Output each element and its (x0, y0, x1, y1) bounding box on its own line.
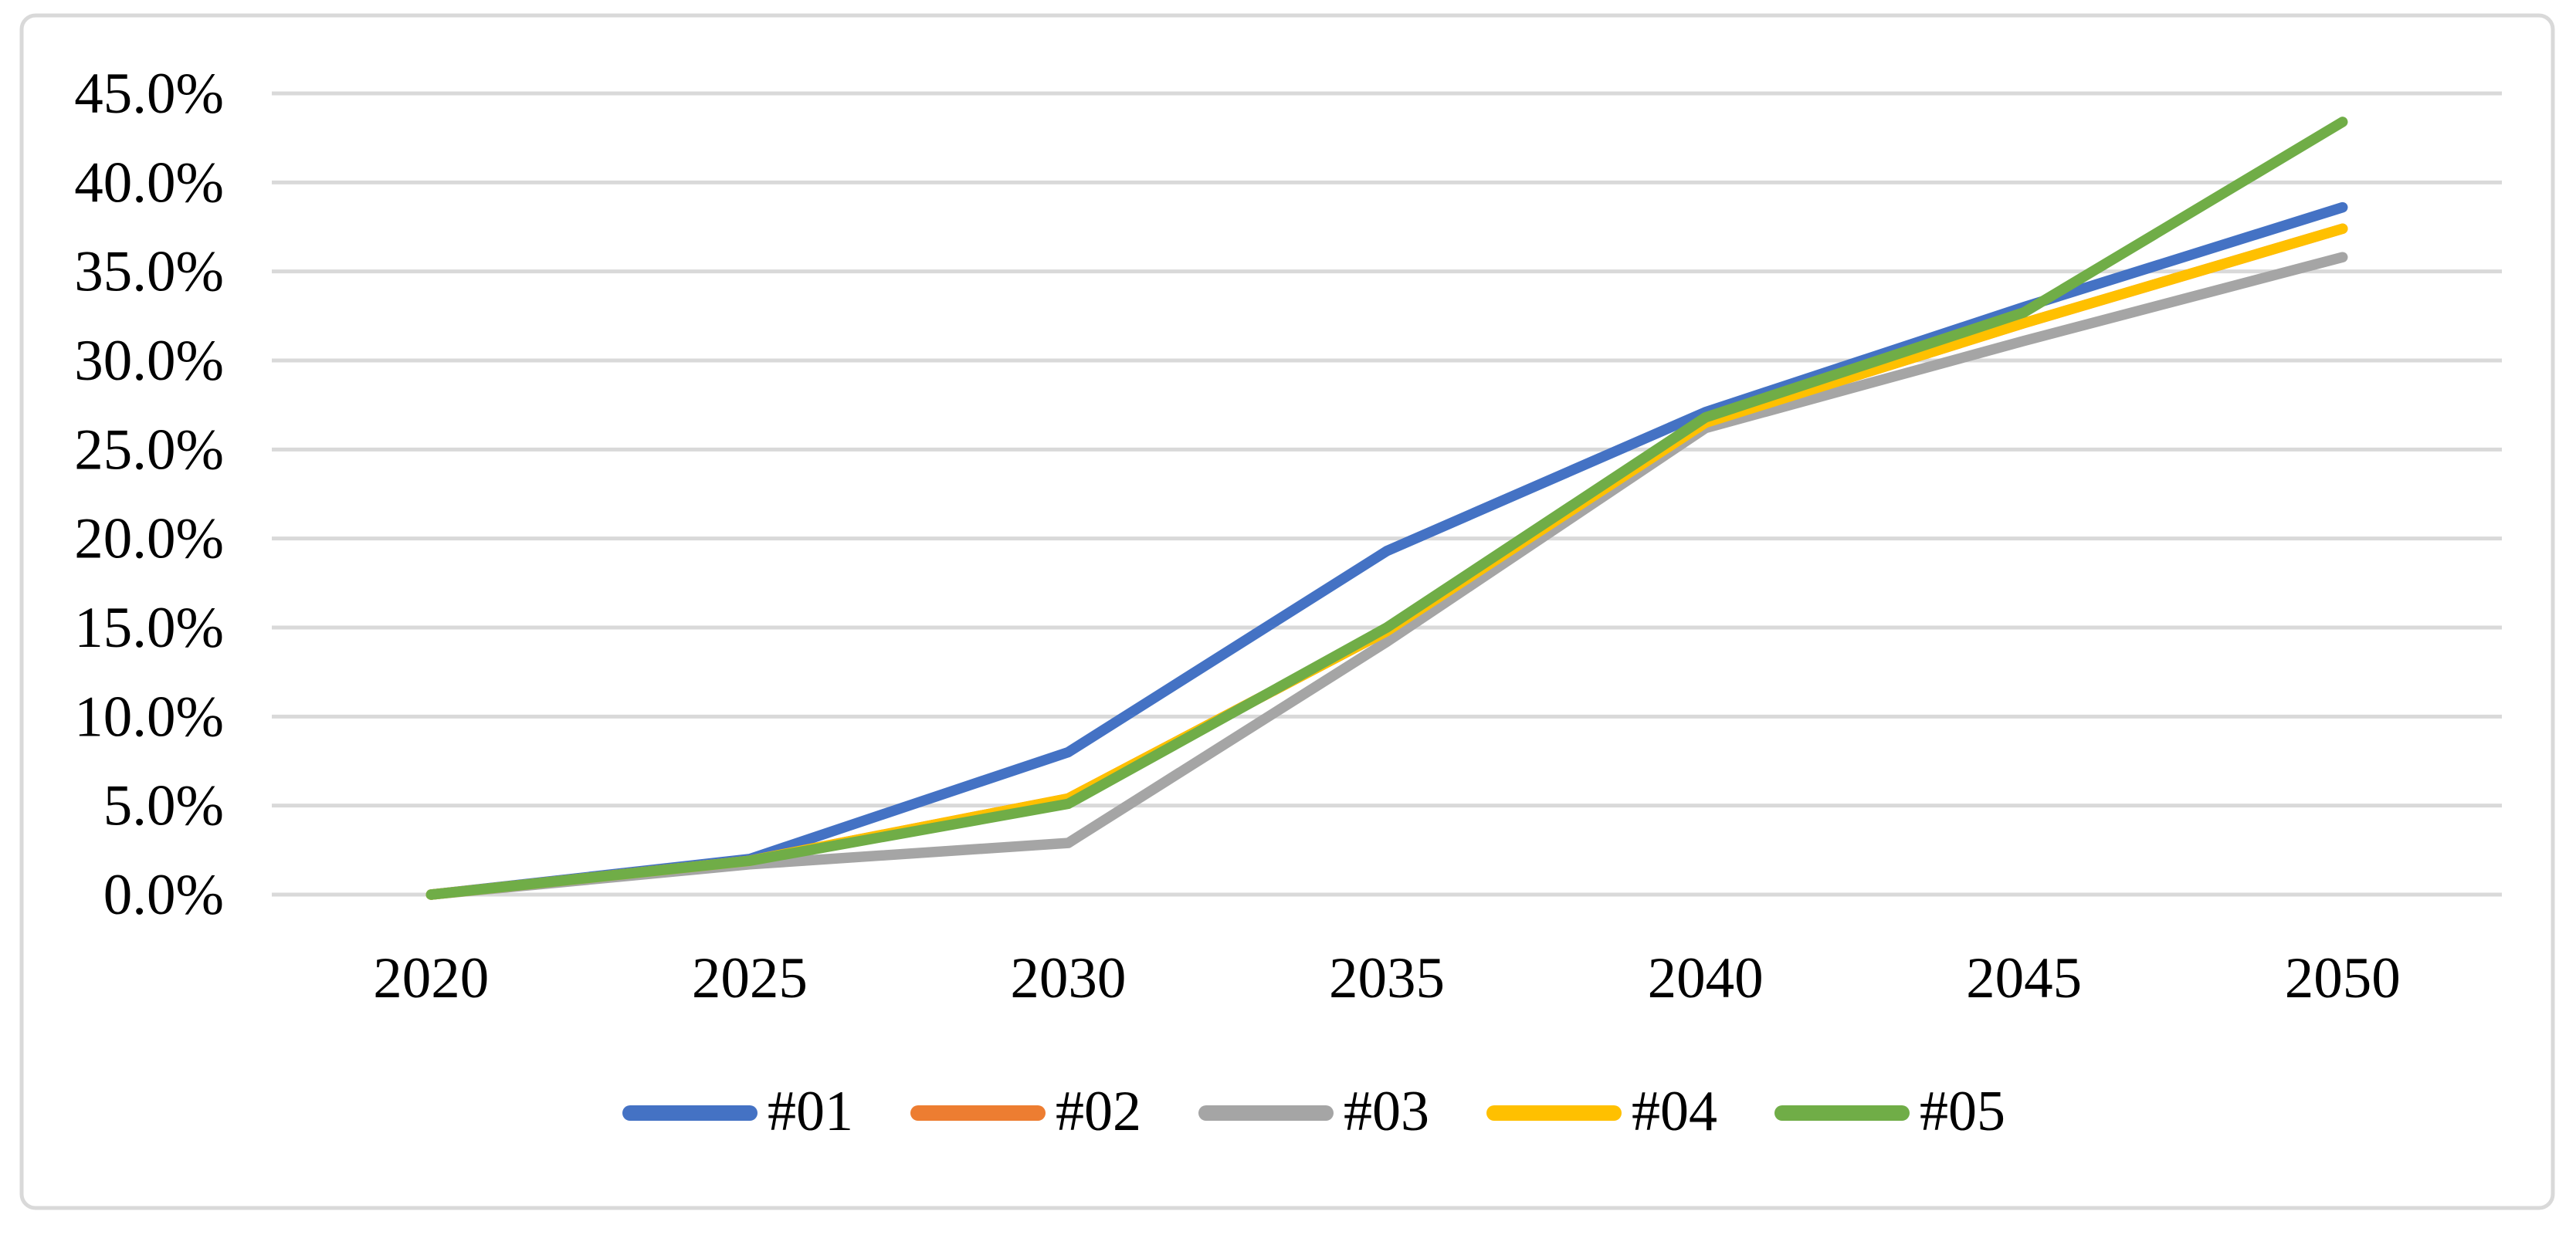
legend-marker (1486, 1105, 1622, 1121)
legend: #01 #02 #03 #04 #05 (622, 1080, 2005, 1143)
x-axis-tick-label: 2020 (373, 946, 489, 1010)
y-axis-tick-label: 45.0% (74, 62, 224, 126)
legend-marker (1198, 1105, 1334, 1121)
x-axis-tick-label: 2050 (2285, 946, 2401, 1010)
y-axis-tick-label: 25.0% (74, 418, 224, 482)
y-axis-tick-label: 0.0% (103, 863, 224, 927)
y-axis-tick-label: 30.0% (74, 329, 224, 393)
legend-marker (910, 1105, 1046, 1121)
legend-label: #02 (1056, 1080, 1141, 1143)
legend-label: #05 (1920, 1080, 2005, 1143)
x-axis-tick-label: 2045 (1966, 946, 2082, 1010)
legend-marker (622, 1105, 758, 1121)
legend-label: #04 (1632, 1080, 1717, 1143)
legend-item: #02 (910, 1080, 1141, 1143)
legend-item: #03 (1198, 1080, 1429, 1143)
y-axis-tick-label: 40.0% (74, 151, 224, 215)
x-axis-tick-label: 2030 (1010, 946, 1126, 1010)
legend-label: #03 (1344, 1080, 1429, 1143)
x-axis-tick-label: 2035 (1329, 946, 1445, 1010)
y-axis-tick-label: 20.0% (74, 507, 224, 571)
series-line-03 (425, 252, 2348, 900)
legend-item: #05 (1774, 1080, 2005, 1143)
legend-label: #01 (768, 1080, 853, 1143)
y-axis-tick-label: 5.0% (103, 774, 224, 838)
x-axis-tick-label: 2040 (1648, 946, 1764, 1010)
series-line-05 (425, 117, 2348, 900)
legend-item: #04 (1486, 1080, 1717, 1143)
x-axis-tick-label: 2025 (692, 946, 808, 1010)
y-axis-tick-label: 10.0% (74, 685, 224, 749)
legend-item: #01 (622, 1080, 853, 1143)
legend-marker (1774, 1105, 1910, 1121)
figure-border (19, 13, 2555, 1210)
y-axis-tick-label: 15.0% (74, 596, 224, 660)
y-axis-tick-label: 35.0% (74, 240, 224, 304)
